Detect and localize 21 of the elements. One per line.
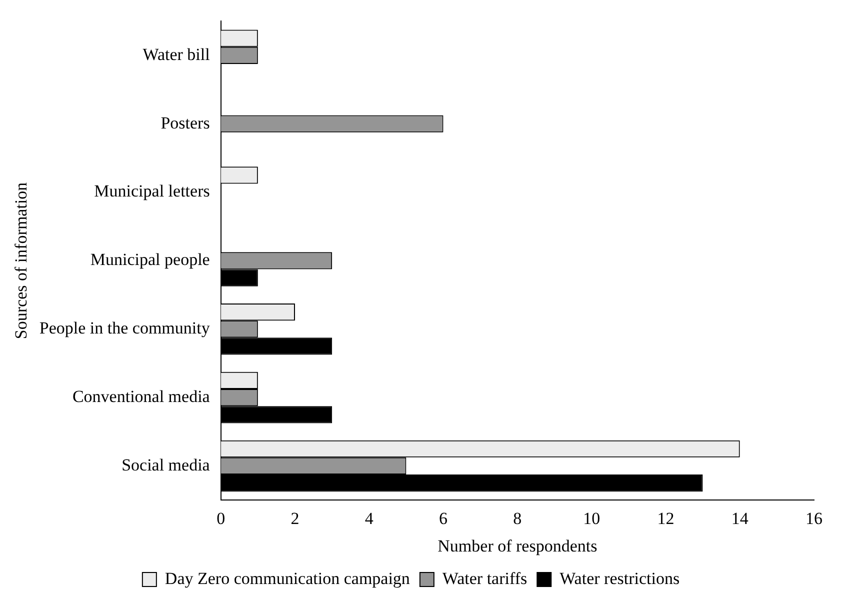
- y-tick-label: Water bill: [142, 44, 210, 64]
- x-tick-label: 2: [290, 508, 300, 528]
- x-axis-title: Number of respondents: [438, 536, 598, 556]
- legend-label: Day Zero communication campaign: [164, 568, 410, 588]
- y-tick-label: Municipal letters: [94, 182, 210, 201]
- x-tick-label: 6: [439, 508, 448, 528]
- y-tick-label: People in the community: [39, 318, 210, 338]
- x-tick-label: 14: [731, 508, 749, 528]
- y-tick-label: Conventional media: [72, 387, 210, 406]
- y-tick-label: Municipal people: [90, 250, 210, 270]
- x-tick-label: 16: [806, 508, 822, 528]
- y-tick-label: Social media: [122, 455, 210, 474]
- x-tick-label: 10: [583, 508, 600, 528]
- legend-label: Water tariffs: [442, 568, 528, 588]
- x-tick-label: 4: [364, 508, 374, 528]
- x-tick-label: 12: [657, 508, 674, 528]
- legend-label: Water restrictions: [560, 568, 680, 588]
- x-tick-label: 8: [513, 508, 522, 528]
- y-axis-title: Sources of information: [12, 182, 31, 340]
- x-tick-label: 0: [216, 508, 226, 528]
- y-tick-label: Posters: [160, 113, 210, 132]
